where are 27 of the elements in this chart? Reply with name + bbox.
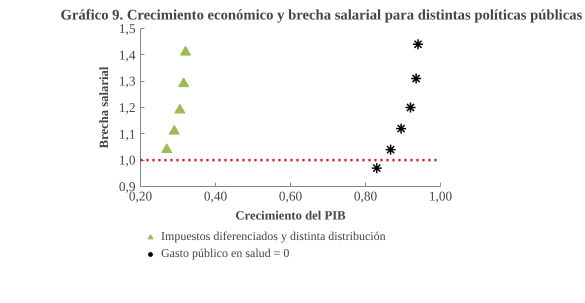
y-tick-label: 1,3 — [118, 74, 136, 89]
y-tick-label: 1,0 — [118, 152, 136, 168]
y-tick-label: 1,1 — [118, 126, 136, 142]
x-tick-label: 0,60 — [278, 188, 302, 204]
point — [384, 144, 396, 156]
x-tick-label: 0,40 — [204, 188, 228, 204]
y-tick-label: 1,2 — [118, 100, 136, 115]
point — [412, 38, 424, 50]
x-axis-title: Crecimiento del PIB — [235, 208, 346, 222]
point — [174, 104, 186, 114]
point — [371, 162, 382, 174]
point — [180, 46, 191, 56]
legend-label: Gasto público en salud = 0 — [161, 246, 290, 261]
legend-label: Impuestos diferenciados y distinta distribución — [161, 229, 386, 244]
x-tick-label: 1,00 — [428, 188, 452, 204]
point — [161, 143, 172, 154]
y-tick-label: 1,4 — [118, 47, 136, 62]
y-tick-label: 0,9 — [118, 179, 136, 194]
point — [395, 122, 407, 134]
x-tick-label: 0,80 — [354, 188, 378, 204]
y-axis-title: Brecha salarial — [96, 66, 111, 148]
point — [168, 124, 180, 135]
point — [410, 72, 422, 84]
y-tick-label: 1,5 — [118, 21, 136, 36]
point — [404, 102, 416, 114]
point — [178, 78, 190, 88]
chart-title: Gráfico 9. Crecimiento económico y brecha salarial para distintas políticas públicas — [60, 8, 583, 24]
